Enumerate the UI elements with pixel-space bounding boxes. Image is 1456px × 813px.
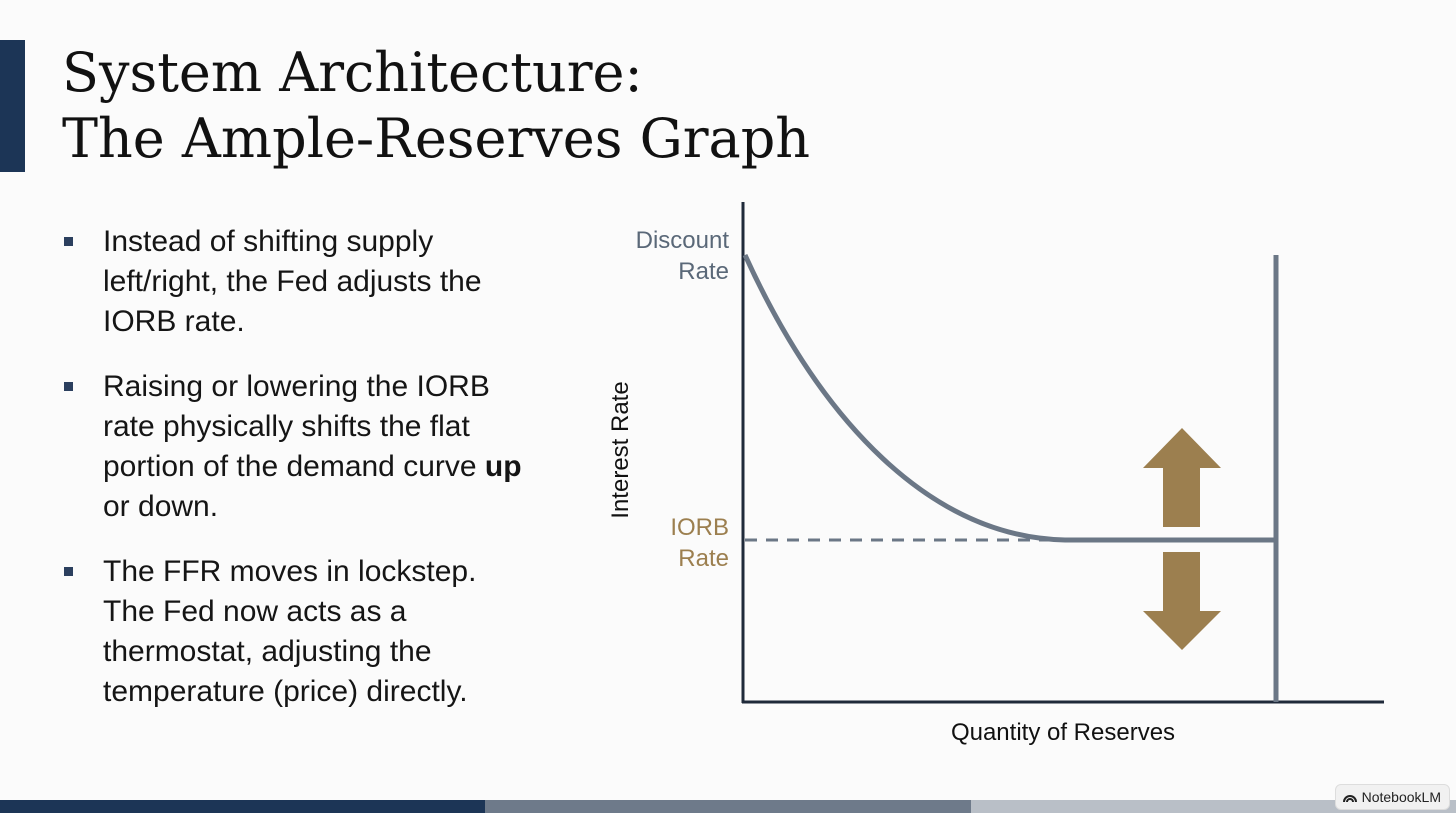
- accent-bar: [0, 40, 25, 172]
- title-line: System Architecture:: [62, 41, 643, 104]
- title: System Architecture: The Ample-Reserves …: [62, 40, 810, 172]
- bullet: Instead of shifting supply left/right, t…: [60, 222, 530, 342]
- bullet: Raising or lowering the IORB rate physic…: [60, 367, 530, 527]
- watermark-icon: [1342, 795, 1357, 803]
- bullet-text: or down.: [103, 450, 530, 523]
- bullet-list: Instead of shifting supply left/right, t…: [60, 222, 530, 737]
- demand-curve: [742, 253, 1274, 543]
- bullet-bold: up: [484, 450, 522, 483]
- up-arrow: [1143, 428, 1221, 527]
- y-axis-label: Interest Rate: [607, 381, 634, 518]
- watermark-text: NotebookLM: [1361, 789, 1441, 805]
- bullet-text: Raising or lowering the IORB rate physic…: [103, 370, 499, 483]
- footer-bar: [0, 800, 1456, 813]
- iorb-label: Rate: [678, 545, 729, 572]
- bullet-text: Instead of shifting supply left/right, t…: [103, 225, 490, 338]
- discount-label: Rate: [678, 258, 729, 285]
- bullet: The FFR moves in lockstep. The Fed now a…: [60, 552, 530, 712]
- watermark: NotebookLM: [1334, 784, 1450, 810]
- bullet-text: The FFR moves in lockstep. The Fed now a…: [103, 555, 485, 708]
- discount-label: Discount: [636, 227, 730, 254]
- title-line: The Ample-Reserves Graph: [62, 107, 811, 170]
- x-axis-label: Quantity of Reserves: [951, 719, 1175, 746]
- down-arrow: [1143, 552, 1221, 650]
- iorb-label: IORB: [670, 514, 729, 541]
